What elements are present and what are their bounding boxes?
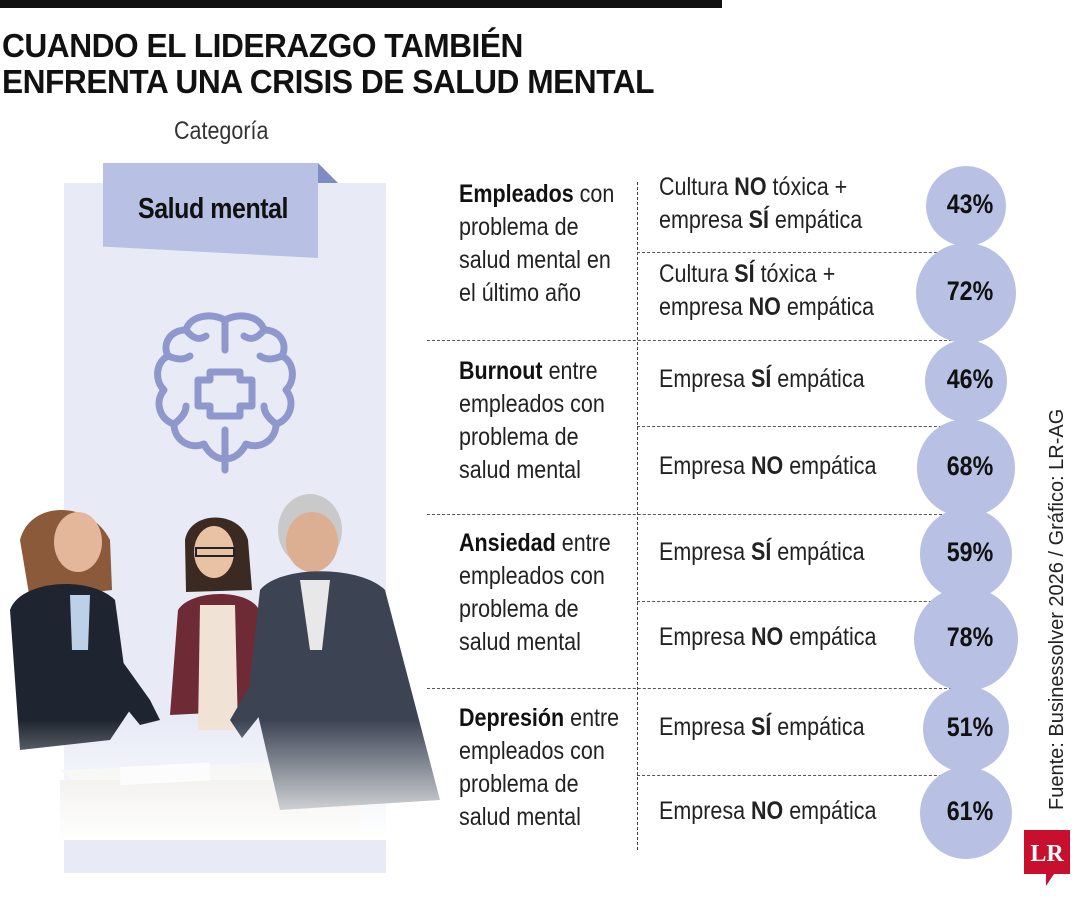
group-label: Depresión entre empleados con problema de s… bbox=[459, 704, 620, 831]
condition-label: Empresa NO empática bbox=[659, 622, 877, 651]
value-bubble bbox=[913, 586, 1019, 692]
value-bubble bbox=[923, 686, 1009, 772]
value-bubble bbox=[919, 766, 1013, 860]
value-label: 43% bbox=[946, 189, 994, 219]
condition-label: Empresa NO empática bbox=[659, 796, 877, 825]
value-label: 46% bbox=[946, 364, 994, 394]
value-label: 51% bbox=[946, 712, 994, 742]
value-bubble bbox=[917, 419, 1015, 517]
group-divider bbox=[427, 688, 957, 689]
condition-label: Empresa SÍ empática bbox=[659, 364, 865, 393]
value-label: 78% bbox=[946, 622, 994, 652]
group-label: Ansiedad entre empleados con problema de sa… bbox=[459, 529, 611, 656]
value-bubble bbox=[920, 508, 1012, 600]
condition-label: Empresa SÍ empática bbox=[659, 537, 865, 566]
condition-label: Cultura NO tóxica + empresa SÍ empática bbox=[659, 173, 863, 234]
group-label: Empleados con problema de salud mental en e… bbox=[459, 180, 615, 307]
condition-label: Empresa SÍ empática bbox=[659, 712, 865, 741]
group-divider bbox=[427, 340, 957, 341]
condition-label: Empresa NO empática bbox=[659, 451, 877, 480]
value-label: 72% bbox=[946, 276, 994, 306]
brain-with-cross-icon bbox=[154, 312, 296, 474]
row-divider bbox=[637, 775, 957, 776]
ribbon-fold bbox=[318, 163, 338, 183]
row-divider bbox=[637, 252, 957, 253]
value-label: 61% bbox=[946, 796, 994, 826]
svg-text:LR: LR bbox=[1030, 841, 1064, 867]
value-bubble bbox=[924, 339, 1008, 423]
source-note: Fuente: Businessolver 2026 / Gráfico: LR… bbox=[1046, 408, 1068, 810]
top-bar bbox=[0, 0, 722, 8]
title-line-1: CUANDO EL LIDERAZGO TAMBIÉN bbox=[2, 27, 523, 64]
group-divider bbox=[427, 514, 957, 515]
column-divider bbox=[637, 182, 638, 850]
title-line-2: ENFRENTA UNA CRISIS DE SALUD MENTAL bbox=[2, 63, 655, 100]
business-meeting-people bbox=[0, 494, 450, 840]
value-bubble bbox=[915, 242, 1017, 344]
category-value: Salud mental bbox=[138, 193, 289, 225]
category-label: Categoría bbox=[174, 117, 269, 145]
row-divider bbox=[637, 426, 957, 427]
value-label: 59% bbox=[946, 537, 994, 567]
category-ribbon bbox=[103, 163, 318, 258]
lr-logo: LR bbox=[1024, 830, 1070, 886]
value-bubble bbox=[925, 165, 1007, 247]
group-label: Burnout entre empleados con problema de sal… bbox=[459, 357, 605, 484]
value-label: 68% bbox=[946, 451, 994, 481]
row-divider bbox=[637, 601, 957, 602]
page-title: CUANDO EL LIDERAZGO TAMBIÉN ENFRENTA UNA… bbox=[2, 28, 654, 100]
condition-label: Cultura SÍ tóxica + empresa NO empática bbox=[659, 260, 875, 321]
